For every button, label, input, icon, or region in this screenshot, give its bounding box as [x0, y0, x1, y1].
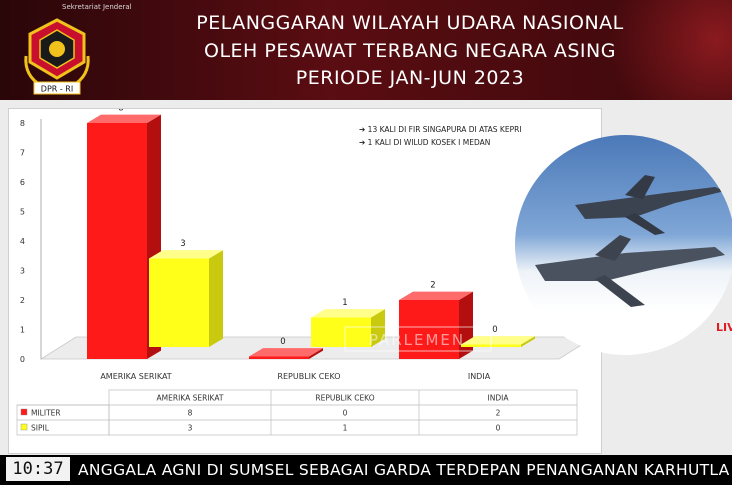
y-tick-label: 6 [20, 178, 25, 187]
parlemen-watermark: PARLEMEN [344, 326, 492, 352]
live-indicator: LIV [716, 321, 732, 334]
header-glow [572, 0, 732, 100]
chart-annotations: ➔ 13 KALI DI FIR SINGAPURA DI ATAS KEPRI… [359, 125, 522, 147]
bar-side [209, 250, 223, 347]
y-tick-label: 7 [20, 149, 25, 158]
y-tick-label: 4 [20, 237, 25, 246]
bar-top [87, 114, 161, 123]
bar-front [399, 300, 459, 359]
bar-side [371, 309, 385, 347]
slide-title-line-1: PELANGGARAN WILAYAH UDARA NASIONAL [196, 12, 624, 34]
table-header-cell: AMERIKA SERIKAT [157, 394, 224, 403]
legend-swatch [20, 423, 28, 431]
x-category-label: INDIA [468, 372, 491, 381]
bar [249, 348, 323, 359]
y-tick-label: 1 [20, 326, 25, 335]
annotation-2: ➔ 1 KALI DI WILUD KOSEK I MEDAN [359, 138, 490, 147]
y-tick-label: 3 [20, 267, 25, 276]
logo-caption: DPR - RI [41, 85, 73, 94]
broadcast-caption: Sekretariat Jenderal [62, 3, 132, 11]
bar [87, 114, 161, 359]
ticker-text: ANGGALA AGNI DI SUMSEL SEBAGAI GARDA TER… [78, 461, 730, 479]
bar-top [149, 250, 223, 259]
table-header-cell: REPUBLIK CEKO [315, 394, 374, 403]
table-row-label: SIPIL [31, 424, 50, 433]
bar-top [461, 336, 535, 345]
chart-bars [87, 114, 535, 359]
x-category-label: AMERIKA SERIKAT [100, 372, 171, 381]
dpr-emblem-icon: DPR - RI [24, 18, 90, 95]
annotation-1: ➔ 13 KALI DI FIR SINGAPURA DI ATAS KEPRI [359, 125, 522, 134]
data-label: 0 [280, 337, 285, 347]
y-tick-label: 2 [20, 296, 25, 305]
data-table: AMERIKA SERIKAT REPUBLIK CEKO INDIA MILITER… [16, 389, 578, 436]
news-ticker: 10:37 ANGGALA AGNI DI SUMSEL SEBAGAI GAR… [0, 455, 732, 485]
table-cell: 0 [496, 424, 501, 433]
data-label: 0 [492, 325, 497, 335]
chart-panel: 0 1 2 3 4 5 6 7 8 8 0 2 3 1 0 AMERIKA SERIKAT REPUBLIK … [8, 104, 602, 454]
bar [149, 250, 223, 347]
bar-front [87, 123, 147, 359]
bar-side [521, 336, 535, 347]
slide-title-line-3: PERIODE JAN-JUN 2023 [295, 67, 525, 89]
chart-labels: 8 0 2 3 1 0 AMERIKA SERIKAT REPUBLIK CEKO INDIA [100, 104, 497, 381]
y-tick-label: 5 [20, 208, 25, 217]
legend-swatch [20, 408, 28, 416]
bar-top [249, 348, 323, 357]
chart-axes: 0 1 2 3 4 5 6 7 8 [20, 119, 42, 364]
table-cell: 8 [188, 409, 193, 418]
table-cell: 2 [496, 409, 501, 418]
y-tick-label: 8 [20, 119, 25, 128]
slide-title-line-2: OLEH PESAWAT TERBANG NEGARA ASING [204, 40, 616, 62]
y-tick-label: 0 [20, 355, 25, 364]
jet-icon [535, 175, 725, 307]
table-cell: 3 [188, 424, 193, 433]
x-category-label: REPUBLIK CEKO [277, 372, 340, 381]
slide-header: Sekretariat Jenderal DPR - RI PELANGGARA… [0, 0, 732, 100]
bar-top [311, 309, 385, 318]
data-label: 1 [342, 298, 347, 308]
bar-top [399, 291, 473, 300]
bar-chart: 0 1 2 3 4 5 6 7 8 8 0 2 3 1 0 AMERIKA SERIKAT REPUBLIK … [16, 104, 596, 436]
bar-front [149, 258, 209, 347]
data-label: 2 [430, 281, 435, 291]
table-header-cell: INDIA [488, 394, 510, 403]
table-cell: 0 [343, 409, 348, 418]
bar-front [249, 356, 309, 359]
svg-text:PARLEMEN: PARLEMEN [369, 331, 465, 349]
ticker-clock: 10:37 [6, 457, 70, 481]
table-cell: 1 [343, 424, 348, 433]
fighter-jets-photo [515, 135, 732, 355]
table-row-label: MILITER [31, 409, 61, 418]
data-label: 8 [118, 109, 123, 114]
bar [311, 309, 385, 347]
data-label: 3 [180, 239, 185, 249]
bar-front [311, 317, 371, 347]
bar-side [309, 348, 323, 359]
